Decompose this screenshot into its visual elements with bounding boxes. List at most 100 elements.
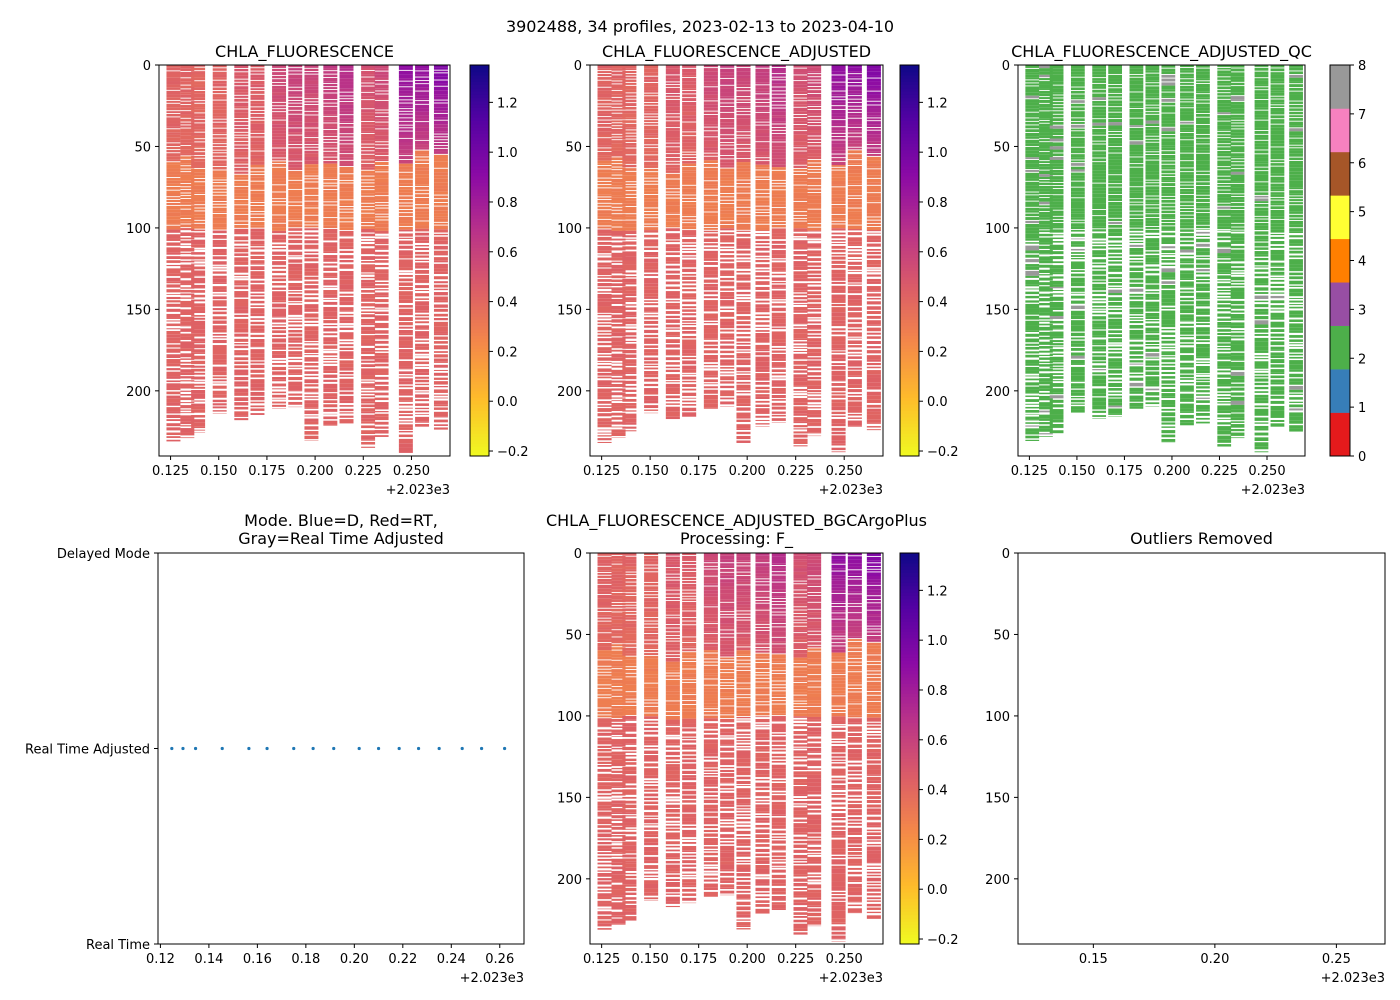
profile-cell: [361, 261, 376, 263]
profile-cell: [1254, 78, 1269, 81]
profile-cell: [1217, 288, 1232, 290]
profile-cell: [831, 190, 846, 195]
profile-cell: [272, 161, 287, 164]
profile-cell: [720, 248, 735, 250]
profile-cell: [415, 232, 430, 236]
colorbar-gradient-step: [470, 446, 489, 450]
profile-cell: [180, 428, 195, 433]
profile-cell: [807, 376, 822, 380]
profile-cell: [831, 180, 846, 185]
profile-cell: [755, 408, 770, 413]
profile-cell: [272, 114, 287, 118]
profile-cell: [323, 341, 338, 345]
profile-cell: [374, 242, 389, 245]
profile-cell: [1196, 195, 1210, 199]
profile-cell: [807, 178, 822, 183]
profile-cell: [831, 427, 846, 431]
profile-cell: [180, 122, 195, 125]
profile-cell: [771, 273, 786, 276]
profile-cell: [703, 274, 718, 278]
profile-cell: [1217, 112, 1232, 115]
profile-cell: [433, 404, 448, 407]
profile-cell: [847, 140, 862, 144]
profile-cell: [682, 207, 697, 211]
profile-cell: [191, 129, 206, 132]
profile-cell: [644, 90, 659, 93]
profile-cell: [807, 217, 822, 221]
colorbar-gradient-step: [900, 413, 919, 418]
profile-cell: [272, 366, 287, 371]
profile-cell: [1049, 311, 1064, 317]
colorbar-gradient-step: [900, 442, 919, 447]
y-tick-label: 150: [126, 303, 151, 318]
profile-cell: [703, 186, 718, 189]
profile-cell: [1196, 213, 1210, 217]
profile-cell: [682, 125, 697, 130]
profile-cell: [212, 201, 227, 204]
profile-cell: [720, 259, 735, 262]
profile-cell: [415, 68, 430, 71]
profile-cell: [703, 215, 718, 219]
profile-cell: [807, 189, 822, 193]
profile-cell: [1145, 279, 1160, 284]
profile-cell: [1108, 314, 1123, 318]
profile-cell: [180, 248, 195, 252]
colorbar-tick-label: 0.0: [927, 395, 948, 410]
profile-cell: [339, 310, 354, 312]
profile-cell: [1039, 201, 1053, 205]
profile-cell: [191, 65, 206, 67]
profile-cell: [250, 133, 265, 137]
profile-cell: [339, 391, 354, 395]
profile-cell: [288, 319, 303, 321]
profile-cell: [611, 283, 626, 287]
profile-cell: [323, 276, 338, 278]
profile-cell: [339, 415, 354, 418]
profile-cell: [415, 87, 430, 91]
profile-cell: [1108, 392, 1123, 394]
profile-cell: [433, 369, 448, 371]
profile-cell: [1092, 222, 1107, 227]
profile-cell: [250, 148, 265, 151]
profile-cell: [755, 136, 770, 140]
profile-cell: [866, 71, 881, 76]
profile-cell: [339, 131, 354, 134]
profile-cell: [755, 203, 770, 206]
profile-cell: [212, 100, 227, 104]
profile-cell: [234, 174, 249, 178]
profile-cell: [736, 392, 751, 394]
colorbar-tick-label: 0.0: [497, 395, 518, 410]
profile-cell: [323, 99, 338, 103]
profile-cell: [1145, 180, 1160, 183]
profile-cell: [1196, 259, 1210, 264]
profile-cell: [866, 124, 881, 128]
profile-cell: [622, 410, 637, 412]
colorbar-gradient-step: [900, 433, 919, 437]
profile-cell: [1180, 153, 1194, 158]
profile-cell: [1180, 174, 1194, 179]
profile-cell: [1092, 115, 1107, 119]
profile-cell: [415, 95, 430, 99]
profile-cell: [398, 282, 413, 286]
profile-cell: [1108, 172, 1123, 175]
profile-cell: [339, 78, 354, 82]
profile-cell: [1025, 333, 1040, 337]
profile-cell: [736, 259, 751, 261]
profile-cell: [166, 328, 181, 330]
profile-cell: [272, 282, 287, 286]
profile-cell: [771, 204, 786, 208]
profile-cell: [622, 260, 637, 265]
profile-cell: [166, 164, 181, 169]
profile-cell: [1039, 303, 1053, 306]
profile-cell: [720, 103, 735, 107]
profile-cell: [1145, 301, 1160, 307]
colorbar-gradient-step: [900, 166, 919, 170]
profile-cell: [1108, 198, 1123, 202]
profile-cell: [1092, 388, 1107, 394]
profile-cell: [234, 122, 249, 125]
profile-cell: [793, 300, 808, 303]
profile-cell: [191, 352, 206, 354]
profile-cell: [665, 357, 680, 361]
profile-cell: [793, 377, 808, 382]
profile-cell: [622, 256, 637, 261]
profile-cell: [1070, 84, 1085, 87]
